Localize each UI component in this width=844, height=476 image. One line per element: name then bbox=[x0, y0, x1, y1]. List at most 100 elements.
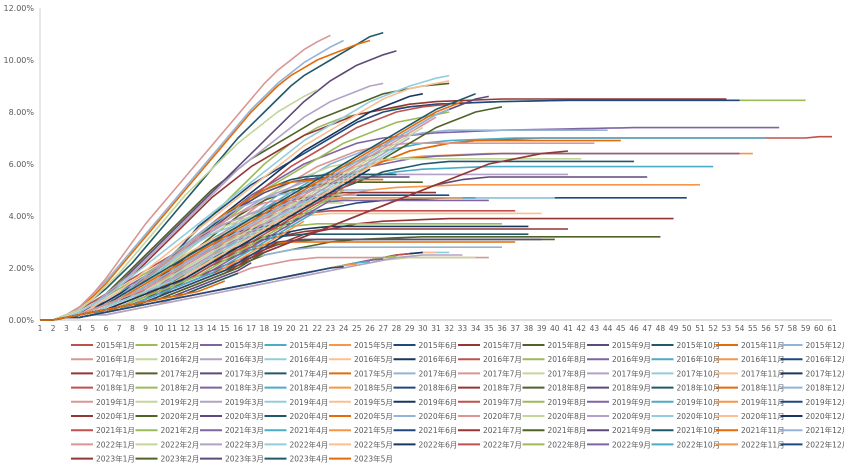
x-tick-label: 42 bbox=[576, 324, 586, 333]
x-tick-label: 8 bbox=[130, 324, 135, 333]
legend-entry: 2015年1月 bbox=[96, 340, 135, 350]
legend-entry: 2016年5月 bbox=[354, 354, 393, 364]
x-tick-label: 14 bbox=[207, 324, 217, 333]
legend-entry: 2021年1月 bbox=[96, 425, 135, 435]
legend-entry: 2018年5月 bbox=[354, 383, 393, 393]
legend-entry: 2021年11月 bbox=[741, 425, 785, 435]
legend-entry: 2020年2月 bbox=[161, 411, 200, 421]
legend-entry: 2020年8月 bbox=[548, 411, 587, 421]
legend-entry: 2020年3月 bbox=[225, 411, 264, 421]
x-tick-label: 53 bbox=[722, 324, 732, 333]
legend-entry: 2022年11月 bbox=[741, 439, 785, 449]
legend-entry: 2017年5月 bbox=[354, 368, 393, 378]
legend-entry: 2018年12月 bbox=[806, 383, 844, 393]
x-tick-label: 44 bbox=[603, 324, 613, 333]
series-line bbox=[40, 94, 423, 320]
series-line bbox=[40, 198, 687, 320]
legend-entry: 2017年2月 bbox=[161, 368, 200, 378]
legend-entry: 2020年9月 bbox=[612, 411, 651, 421]
legend-entry: 2019年2月 bbox=[161, 397, 200, 407]
legend-entry: 2017年10月 bbox=[677, 368, 721, 378]
legend-entry: 2015年2月 bbox=[161, 340, 200, 350]
legend-entry: 2019年7月 bbox=[483, 397, 522, 407]
legend-entry: 2023年4月 bbox=[290, 454, 329, 464]
x-tick-label: 51 bbox=[695, 324, 705, 333]
legend-entry: 2017年9月 bbox=[612, 368, 651, 378]
legend-entry: 2020年1月 bbox=[96, 411, 135, 421]
legend-entry: 2015年8月 bbox=[548, 340, 587, 350]
x-tick-label: 50 bbox=[682, 324, 692, 333]
legend-entry: 2016年9月 bbox=[612, 354, 651, 364]
y-tick-label: 8.00% bbox=[9, 108, 35, 117]
legend-entry: 2018年9月 bbox=[612, 383, 651, 393]
legend-entry: 2021年4月 bbox=[290, 425, 329, 435]
x-tick-label: 5 bbox=[90, 324, 95, 333]
legend-entry: 2015年12月 bbox=[806, 340, 844, 350]
x-tick-label: 29 bbox=[405, 324, 415, 333]
x-tick-label: 4 bbox=[77, 324, 82, 333]
legend-entry: 2015年10月 bbox=[677, 340, 721, 350]
x-tick-label: 48 bbox=[656, 324, 666, 333]
legend-entry: 2015年11月 bbox=[741, 340, 785, 350]
x-tick-label: 23 bbox=[326, 324, 336, 333]
legend-entry: 2018年2月 bbox=[161, 383, 200, 393]
x-tick-label: 41 bbox=[563, 324, 573, 333]
x-tick-label: 40 bbox=[550, 324, 560, 333]
legend-entry: 2019年10月 bbox=[677, 397, 721, 407]
x-tick-label: 46 bbox=[629, 324, 639, 333]
legend-entry: 2022年2月 bbox=[161, 439, 200, 449]
legend-entry: 2023年3月 bbox=[225, 454, 264, 464]
legend-entry: 2018年10月 bbox=[677, 383, 721, 393]
x-tick-label: 45 bbox=[616, 324, 626, 333]
series-line bbox=[40, 141, 621, 320]
legend-entry: 2020年6月 bbox=[419, 411, 458, 421]
x-tick-label: 1 bbox=[38, 324, 43, 333]
legend-entry: 2018年4月 bbox=[290, 383, 329, 393]
x-tick-label: 21 bbox=[299, 324, 309, 333]
legend-entry: 2017年6月 bbox=[419, 368, 458, 378]
x-tick-label: 26 bbox=[365, 324, 375, 333]
legend-entry: 2023年1月 bbox=[96, 454, 135, 464]
legend-entry: 2022年10月 bbox=[677, 439, 721, 449]
legend-entry: 2023年5月 bbox=[354, 454, 393, 464]
legend-entry: 2017年4月 bbox=[290, 368, 329, 378]
x-tick-label: 37 bbox=[510, 324, 520, 333]
legend-entry: 2021年3月 bbox=[225, 425, 264, 435]
x-tick-label: 33 bbox=[458, 324, 468, 333]
legend-entry: 2016年3月 bbox=[225, 354, 264, 364]
x-tick-label: 58 bbox=[788, 324, 798, 333]
x-tick-label: 52 bbox=[708, 324, 718, 333]
legend-entry: 2020年4月 bbox=[290, 411, 329, 421]
y-tick-label: 4.00% bbox=[9, 212, 35, 221]
legend-entry: 2018年1月 bbox=[96, 383, 135, 393]
legend-entry: 2016年4月 bbox=[290, 354, 329, 364]
x-tick-label: 19 bbox=[273, 324, 283, 333]
legend-entry: 2019年8月 bbox=[548, 397, 587, 407]
x-tick-label: 27 bbox=[378, 324, 388, 333]
x-tick-label: 28 bbox=[392, 324, 402, 333]
x-tick-label: 43 bbox=[590, 324, 600, 333]
legend-entry: 2015年7月 bbox=[483, 340, 522, 350]
series-line bbox=[40, 258, 489, 320]
y-tick-label: 0.00% bbox=[9, 316, 35, 325]
legend-entry: 2020年7月 bbox=[483, 411, 522, 421]
legend-entry: 2019年1月 bbox=[96, 397, 135, 407]
legend-entry: 2022年4月 bbox=[290, 439, 329, 449]
legend-entry: 2019年4月 bbox=[290, 397, 329, 407]
legend-entry: 2018年11月 bbox=[741, 383, 785, 393]
y-tick-label: 10.00% bbox=[3, 56, 34, 65]
legend-entry: 2021年2月 bbox=[161, 425, 200, 435]
legend-entry: 2020年10月 bbox=[677, 411, 721, 421]
legend-entry: 2016年10月 bbox=[677, 354, 721, 364]
legend-entry: 2017年7月 bbox=[483, 368, 522, 378]
x-tick-label: 36 bbox=[497, 324, 507, 333]
legend-entry: 2015年9月 bbox=[612, 340, 651, 350]
legend-entry: 2022年6月 bbox=[419, 439, 458, 449]
legend-entry: 2021年12月 bbox=[806, 425, 844, 435]
legend-entry: 2018年3月 bbox=[225, 383, 264, 393]
legend-entry: 2022年1月 bbox=[96, 439, 135, 449]
legend-entry: 2016年1月 bbox=[96, 354, 135, 364]
legend-entry: 2018年7月 bbox=[483, 383, 522, 393]
